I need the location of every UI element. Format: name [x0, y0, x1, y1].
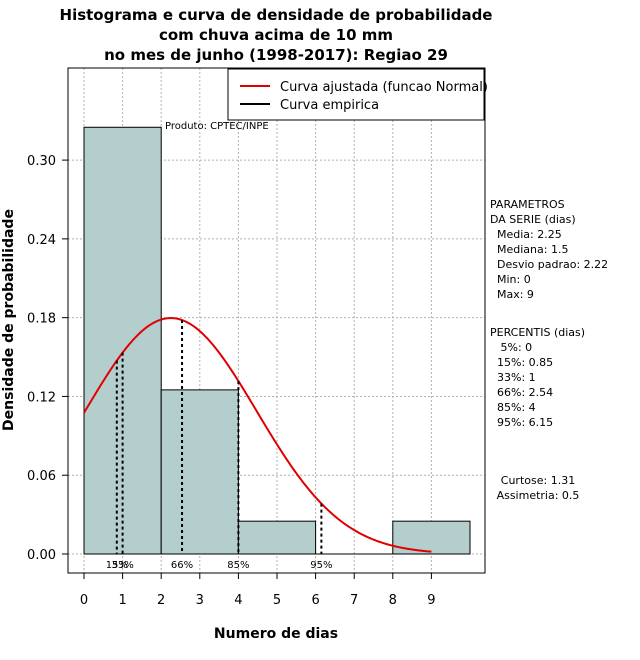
- legend: Curva ajustada (funcao Normal) Curva empi…: [227, 68, 488, 121]
- histogram-bars: [83, 126, 471, 555]
- x-tick-label: 7: [350, 593, 358, 608]
- x-axis-label: Numero de dias: [214, 626, 338, 642]
- percentile-label: 85%: [227, 560, 249, 571]
- percentis-line: 15%: 0.85: [490, 356, 553, 369]
- x-tick-label: 8: [389, 593, 397, 608]
- shape-line: Assimetria: 0.5: [497, 489, 580, 502]
- percentis-line: PERCENTIS (dias): [490, 326, 585, 339]
- x-tick-label: 4: [234, 593, 242, 608]
- y-tick-label: 0.24: [27, 233, 56, 248]
- percentis-line: 66%: 2.54: [490, 386, 553, 399]
- y-tick-label: 0.06: [27, 469, 56, 484]
- y-tick-label: 0.00: [27, 548, 56, 563]
- parametros-line: Media: 2.25: [490, 228, 562, 241]
- histogram-bar: [392, 520, 471, 555]
- chart-title-line: Histograma e curva de densidade de proba…: [60, 6, 493, 24]
- product-annotation: Produto: CPTEC/INPE: [165, 121, 269, 132]
- percentile-label: 95%: [310, 560, 332, 571]
- x-tick-label: 2: [157, 593, 165, 608]
- x-tick-label: 0: [80, 593, 88, 608]
- x-tick-label: 9: [427, 593, 435, 608]
- histogram-bar: [83, 126, 162, 555]
- y-tick-label: 0.18: [27, 312, 56, 327]
- percentile-label: 15%: [106, 560, 128, 571]
- y-axis-label: Densidade de probabilidade: [1, 209, 17, 431]
- legend-label: Curva empirica: [280, 98, 379, 113]
- parametros-line: PARAMETROS: [490, 198, 565, 211]
- parametros-line: Max: 9: [490, 288, 534, 301]
- x-tick-label: 6: [311, 593, 319, 608]
- x-tick-label: 1: [118, 593, 126, 608]
- percentis-line: 85%: 4: [490, 401, 536, 414]
- parametros-line: Mediana: 1.5: [490, 243, 568, 256]
- y-tick-label: 0.30: [27, 154, 56, 169]
- side-panel: PARAMETROS DA SERIE (dias) Media: 2.25 Me…: [490, 198, 608, 502]
- histogram-bar: [237, 520, 317, 555]
- percentile-lines: 15%33% 66% 85% 95%: [106, 320, 333, 571]
- parametros-line: Desvio padrao: 2.22: [490, 258, 608, 271]
- y-tick-label: 0.12: [27, 390, 56, 405]
- axes: 0 1 2 3 4 5 6 7 8 9 0.00 0.06 0.12 0.18 0.24 0.30: [27, 154, 435, 608]
- legend-label: Curva ajustada (funcao Normal): [280, 80, 488, 95]
- percentis-line: 95%: 6.15: [490, 416, 553, 429]
- chart-title-line: com chuva acima de 10 mm: [159, 26, 393, 44]
- parametros-line: DA SERIE (dias): [490, 213, 576, 226]
- percentis-line: 33%: 1: [490, 371, 536, 384]
- x-tick-label: 5: [273, 593, 281, 608]
- legend-box: [227, 68, 485, 121]
- normal-fit-layer: [83, 317, 432, 553]
- shape-line: Curtose: 1.31: [501, 474, 575, 487]
- percentis-line: 5%: 0: [490, 341, 532, 354]
- normal-fit-curve: [83, 317, 432, 553]
- chart-title-line: no mes de junho (1998-2017): Regiao 29: [104, 46, 448, 64]
- percentile-label: 33%: [111, 560, 133, 571]
- percentile-label: 66%: [171, 560, 193, 571]
- histogram-bar: [160, 389, 239, 555]
- chart-title: Histograma e curva de densidade de proba…: [60, 6, 493, 64]
- x-tick-label: 3: [196, 593, 204, 608]
- parametros-line: Min: 0: [490, 273, 531, 286]
